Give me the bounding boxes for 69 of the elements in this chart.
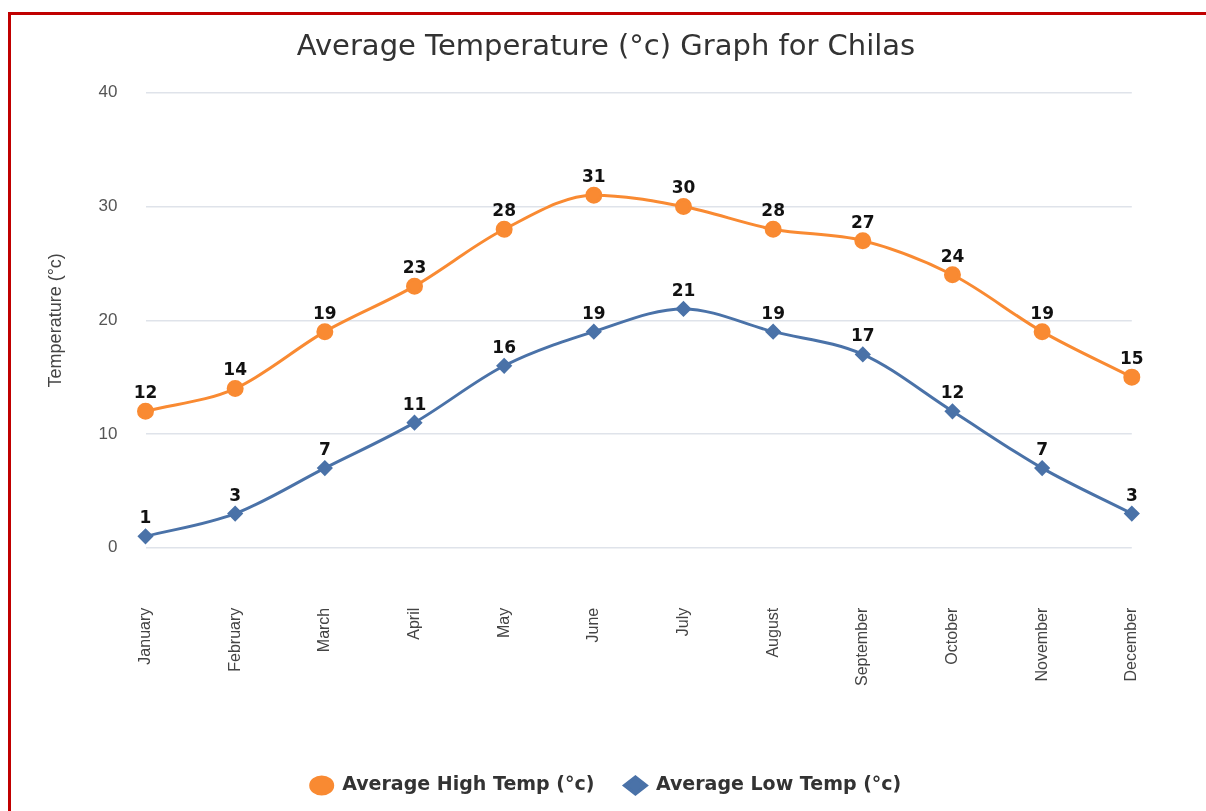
x-tick-label: March [315,607,333,653]
data-label: 23 [402,257,427,278]
x-tick-label: January [135,607,153,665]
data-label: 3 [229,484,242,505]
x-tick-label: May [494,607,512,638]
point [316,323,334,341]
point [854,232,872,250]
x-tick-label: August [763,607,781,658]
point [407,415,422,431]
data-label: 19 [1030,302,1054,323]
point [674,198,692,216]
data-label: 17 [850,325,875,346]
chart-title: Average Temperature (°c) Graph for Chilas [296,27,916,62]
data-label: 16 [492,336,516,357]
point [317,460,333,476]
y-tick-label: 30 [98,196,118,216]
point [675,301,691,317]
point [943,266,961,284]
y-tick-label: 20 [98,309,118,329]
point [1124,506,1140,522]
data-label: 7 [1036,439,1049,460]
data-label: 14 [223,359,248,380]
x-tick-label: October [942,607,960,665]
x-tick-label: February [225,607,243,672]
point [585,186,603,204]
point [138,528,154,544]
data-label: 11 [402,393,427,414]
data-label: 1 [139,507,152,528]
data-label: 7 [318,439,331,460]
x-tick-label: June [584,607,602,643]
data-label: 15 [1119,348,1144,369]
point [496,358,512,374]
data-label: 19 [581,302,606,323]
data-label: 30 [671,177,696,198]
point [137,402,155,420]
point [944,403,960,419]
data-label: 24 [940,245,965,266]
x-tick-label: December [1122,607,1140,682]
x-tick-label: September [853,607,871,686]
point [586,324,602,340]
point [764,220,782,238]
point [495,220,513,238]
point [406,277,423,295]
data-label: 19 [313,302,337,323]
point [227,506,243,522]
point [1123,368,1141,386]
data-label: 3 [1125,484,1138,505]
y-tick-label: 40 [98,82,118,102]
point [765,324,781,340]
data-label: 31 [581,166,606,187]
point [1034,460,1050,476]
legend-label: Average Low Temp (°c) [655,772,902,795]
data-label: 28 [492,200,516,221]
point [855,346,871,362]
data-label: 28 [761,200,785,221]
legend-label: Average High Temp (°c) [342,772,595,795]
y-axis-title: Temperature (°c) [44,253,65,388]
point [226,380,244,398]
y-tick-label: 0 [108,537,118,557]
data-label: 21 [671,279,696,300]
x-tick-label: April [404,607,422,640]
data-label: 19 [761,302,785,323]
x-tick-label: July [673,607,691,637]
y-tick-label: 10 [98,423,118,443]
point [1033,323,1051,341]
data-label: 27 [850,211,875,232]
data-label: 12 [133,382,158,403]
data-label: 12 [940,382,965,403]
x-tick-label: November [1032,607,1050,682]
